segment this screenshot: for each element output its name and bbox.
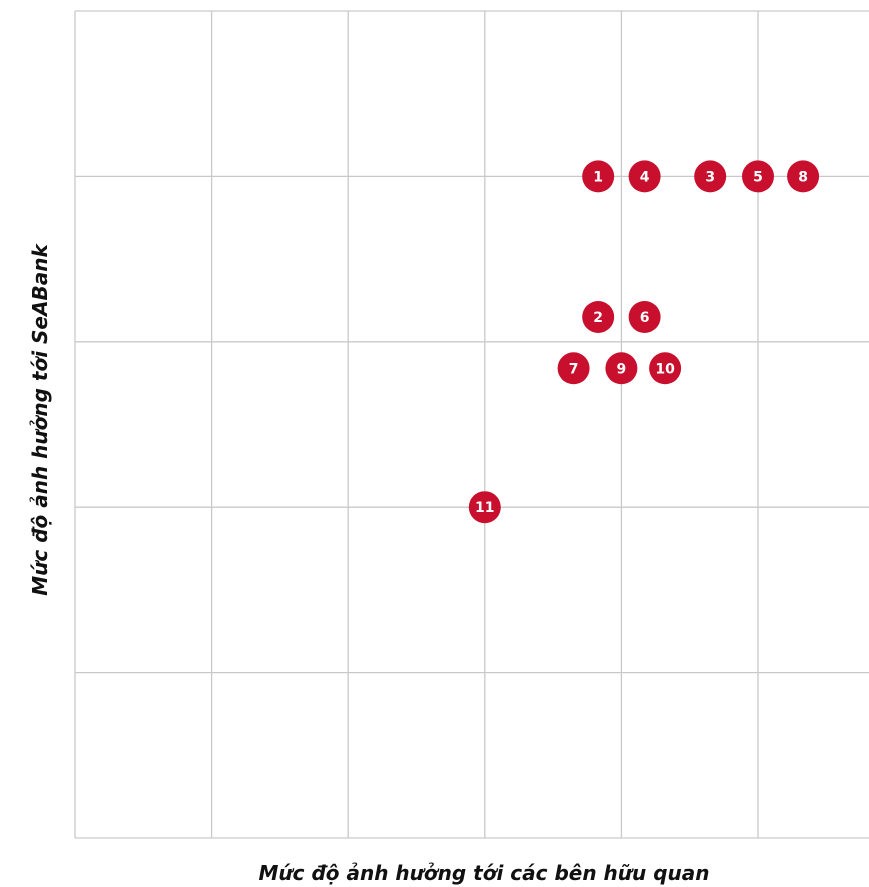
- data-point-marker: [787, 160, 820, 193]
- data-point-label: 9: [617, 361, 627, 377]
- points-layer: 1 4 3 5 8 2 6 7 9 10 11: [468, 160, 820, 524]
- data-point-label: 2: [593, 310, 603, 326]
- grid: [74, 10, 869, 839]
- x-axis-label: Mức độ ảnh hưởng tới các bên hữu quan: [259, 861, 710, 885]
- data-point-label: 1: [593, 169, 603, 185]
- data-point-label: 4: [640, 169, 650, 185]
- data-point-marker: [582, 160, 615, 193]
- data-point-marker: [742, 160, 774, 193]
- data-point-3: 3: [694, 160, 727, 193]
- data-point-label: 7: [569, 361, 579, 377]
- data-point-5: 5: [742, 160, 774, 193]
- data-point-marker: [557, 352, 590, 385]
- data-point-6: 6: [628, 300, 661, 333]
- y-axis-label: Mức độ ảnh hưởng tới SeABank: [28, 243, 52, 596]
- data-point-marker: [694, 160, 727, 193]
- data-point-9: 9: [605, 352, 638, 385]
- data-point-marker: [468, 491, 501, 524]
- data-point-label: 8: [798, 169, 808, 185]
- data-point-10: 10: [649, 352, 682, 385]
- data-point-marker: [649, 352, 682, 385]
- data-point-marker: [628, 300, 661, 333]
- data-point-1: 1: [582, 160, 615, 193]
- data-point-2: 2: [582, 300, 615, 333]
- data-point-11: 11: [468, 491, 501, 524]
- data-point-label: 11: [475, 500, 494, 516]
- data-point-7: 7: [557, 352, 590, 385]
- data-point-label: 3: [705, 169, 715, 185]
- data-point-marker: [628, 160, 661, 193]
- data-point-label: 5: [753, 169, 763, 185]
- data-point-4: 4: [628, 160, 661, 193]
- data-point-8: 8: [787, 160, 820, 193]
- data-point-marker: [605, 352, 638, 385]
- data-point-label: 6: [640, 310, 650, 326]
- data-point-label: 10: [655, 361, 675, 377]
- data-point-marker: [582, 300, 615, 333]
